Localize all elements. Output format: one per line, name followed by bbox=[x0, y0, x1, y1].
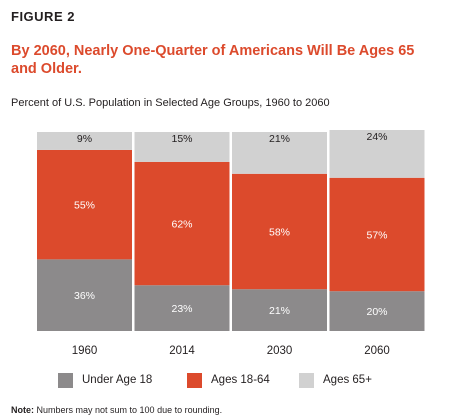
legend-swatch-under-age-18 bbox=[58, 372, 73, 388]
bar-segment-ages-65-2014 bbox=[134, 132, 230, 162]
chart-title: By 2060, Nearly One-Quarter of Americans… bbox=[11, 43, 415, 77]
bar-segment-ages-18-64-2030 bbox=[232, 173, 327, 290]
legend-item-ages-65: Ages 65+ bbox=[299, 370, 372, 390]
x-tick-label-1960: 1960 bbox=[72, 345, 98, 357]
data-label-under-age-18-2014: 23% bbox=[171, 303, 192, 315]
data-label-ages-18-64-2030: 58% bbox=[269, 227, 290, 239]
x-tick-label-2060: 2060 bbox=[364, 345, 390, 357]
bar-segment-under-age-18-2014 bbox=[134, 285, 230, 331]
x-tick-label-2030: 2030 bbox=[267, 345, 293, 357]
bar-segment-under-age-18-2060 bbox=[329, 291, 425, 331]
data-label-ages-18-64-2014: 62% bbox=[171, 219, 192, 231]
legend-swatch-ages-65 bbox=[299, 372, 314, 388]
legend-label-ages-65: Ages 65+ bbox=[323, 374, 372, 386]
legend-item-under-age-18: Under Age 18 bbox=[58, 370, 152, 390]
legend-swatch-ages-18-64 bbox=[187, 372, 202, 388]
data-label-ages-65-1960: 9% bbox=[77, 133, 92, 145]
bar-segment-under-age-18-1960 bbox=[37, 259, 132, 331]
data-label-under-age-18-2030: 21% bbox=[269, 305, 290, 317]
data-label-ages-65-2060: 24% bbox=[366, 131, 387, 143]
note-text: Numbers may not sum to 100 due to roundi… bbox=[36, 405, 223, 415]
bar-segment-under-age-18-2030 bbox=[232, 289, 327, 331]
bar-segment-ages-18-64-2060 bbox=[329, 177, 425, 292]
data-label-ages-65-2030: 21% bbox=[269, 133, 290, 145]
data-label-ages-18-64-1960: 55% bbox=[74, 200, 95, 212]
figure-label: FIGURE 2 bbox=[11, 9, 75, 24]
legend-label-ages-18-64: Ages 18-64 bbox=[211, 374, 270, 386]
data-label-ages-65-2014: 15% bbox=[171, 133, 192, 145]
note-label: Note: bbox=[11, 405, 34, 415]
legend-item-ages-18-64: Ages 18-64 bbox=[187, 370, 270, 390]
chart-subtitle: Percent of U.S. Population in Selected A… bbox=[11, 97, 330, 109]
bar-segment-ages-65-2060 bbox=[329, 130, 425, 178]
bar-segment-ages-65-1960 bbox=[37, 132, 132, 150]
bar-segment-ages-18-64-1960 bbox=[37, 149, 132, 260]
data-label-under-age-18-1960: 36% bbox=[74, 290, 95, 302]
stacked-bar-chart: 36% 55% 9% 1960 23% 62% 15% 2014 21% 58% 21% 2030 20… bbox=[37, 130, 425, 357]
chart-legend: Under Age 18 Ages 18-64 Ages 65+ bbox=[0, 370, 449, 390]
data-label-ages-18-64-2060: 57% bbox=[366, 229, 387, 241]
legend-label-under-age-18: Under Age 18 bbox=[82, 374, 153, 386]
footnote: Note: Numbers may not sum to 100 due to … bbox=[11, 405, 222, 415]
data-label-under-age-18-2060: 20% bbox=[366, 306, 387, 318]
bar-segment-ages-18-64-2014 bbox=[134, 161, 230, 286]
x-tick-label-2014: 2014 bbox=[169, 345, 195, 357]
bar-segment-ages-65-2030 bbox=[232, 132, 327, 174]
